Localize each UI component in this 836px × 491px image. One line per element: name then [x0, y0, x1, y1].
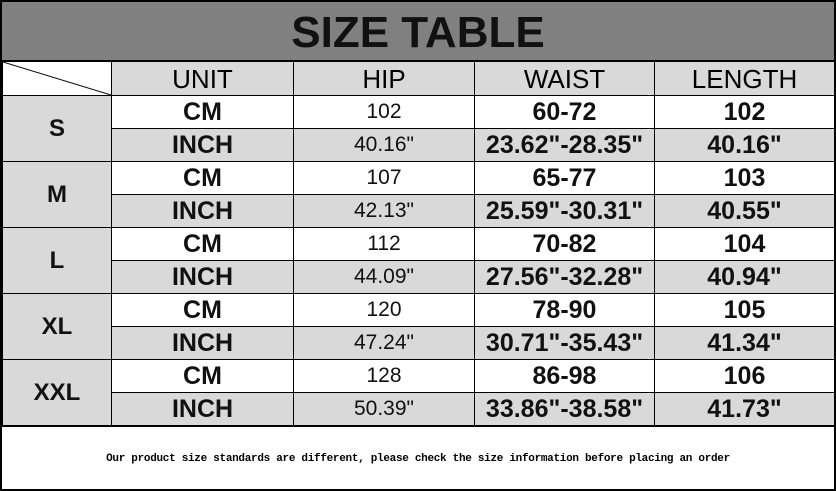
length-cell: 104 — [654, 227, 835, 261]
table-row: S CM 102 60-72 102 — [2, 95, 835, 162]
table-row: XXL CM 128 86-98 106 — [2, 359, 835, 426]
unit-cell: CM — [111, 293, 294, 327]
size-label: XXL — [2, 359, 112, 426]
length-cell: 105 — [654, 293, 835, 327]
header-unit: UNIT — [111, 61, 294, 96]
header-hip: HIP — [293, 61, 475, 96]
waist-cell: 25.59"-30.31" — [474, 194, 655, 228]
size-label: L — [2, 227, 112, 294]
page-title: SIZE TABLE — [2, 2, 834, 61]
table-row: INCH 47.24" 30.71"-35.43" 41.34" — [3, 326, 835, 360]
hip-cell: 107 — [293, 161, 475, 195]
waist-cell: 70-82 — [474, 227, 655, 261]
table-row: L CM 112 70-82 104 — [2, 227, 835, 294]
waist-cell: 27.56"-32.28" — [474, 260, 655, 294]
length-cell: 40.16" — [654, 128, 835, 162]
waist-cell: 65-77 — [474, 161, 655, 195]
waist-cell: 78-90 — [474, 293, 655, 327]
length-cell: 106 — [654, 359, 835, 393]
table-row: INCH 50.39" 33.86"-38.58" 41.73" — [3, 392, 835, 426]
header-row: UNIT HIP WAIST LENGTH — [2, 61, 835, 96]
length-cell: 40.55" — [654, 194, 835, 228]
waist-cell: 33.86"-38.58" — [474, 392, 655, 426]
length-cell: 41.73" — [654, 392, 835, 426]
size-label: M — [2, 161, 112, 228]
hip-cell: 128 — [293, 359, 475, 393]
unit-cell: CM — [111, 359, 294, 393]
table-row: INCH 44.09" 27.56"-32.28" 40.94" — [3, 260, 835, 294]
hip-cell: 120 — [293, 293, 475, 327]
waist-cell: 30.71"-35.43" — [474, 326, 655, 360]
length-cell: 103 — [654, 161, 835, 195]
hip-cell: 47.24" — [293, 326, 475, 360]
unit-cell: INCH — [111, 326, 294, 360]
hip-cell: 42.13" — [293, 194, 475, 228]
hip-cell: 50.39" — [293, 392, 475, 426]
unit-cell: CM — [111, 161, 294, 195]
table-row: XL CM 120 78-90 105 — [2, 293, 835, 360]
unit-cell: INCH — [111, 392, 294, 426]
hip-cell: 44.09" — [293, 260, 475, 294]
unit-cell: INCH — [111, 194, 294, 228]
corner-cell — [2, 61, 112, 96]
footer-note: Our product size standards are different… — [2, 426, 834, 490]
waist-cell: 23.62"-28.35" — [474, 128, 655, 162]
table-row: M CM 107 65-77 103 — [2, 161, 835, 228]
hip-cell: 112 — [293, 227, 475, 261]
length-cell: 40.94" — [654, 260, 835, 294]
size-label: S — [2, 95, 112, 162]
unit-cell: CM — [111, 227, 294, 261]
length-cell: 102 — [654, 95, 835, 129]
unit-cell: CM — [111, 95, 294, 129]
length-cell: 41.34" — [654, 326, 835, 360]
table-row: INCH 40.16" 23.62"-28.35" 40.16" — [3, 128, 835, 162]
header-waist: WAIST — [474, 61, 655, 96]
waist-cell: 86-98 — [474, 359, 655, 393]
waist-cell: 60-72 — [474, 95, 655, 129]
unit-cell: INCH — [111, 260, 294, 294]
size-table: UNIT HIP WAIST LENGTH S CM 102 60-72 102 INCH… — [2, 61, 835, 426]
unit-cell: INCH — [111, 128, 294, 162]
header-length: LENGTH — [654, 61, 835, 96]
hip-cell: 102 — [293, 95, 475, 129]
size-label: XL — [2, 293, 112, 360]
table-row: INCH 42.13" 25.59"-30.31" 40.55" — [3, 194, 835, 228]
hip-cell: 40.16" — [293, 128, 475, 162]
